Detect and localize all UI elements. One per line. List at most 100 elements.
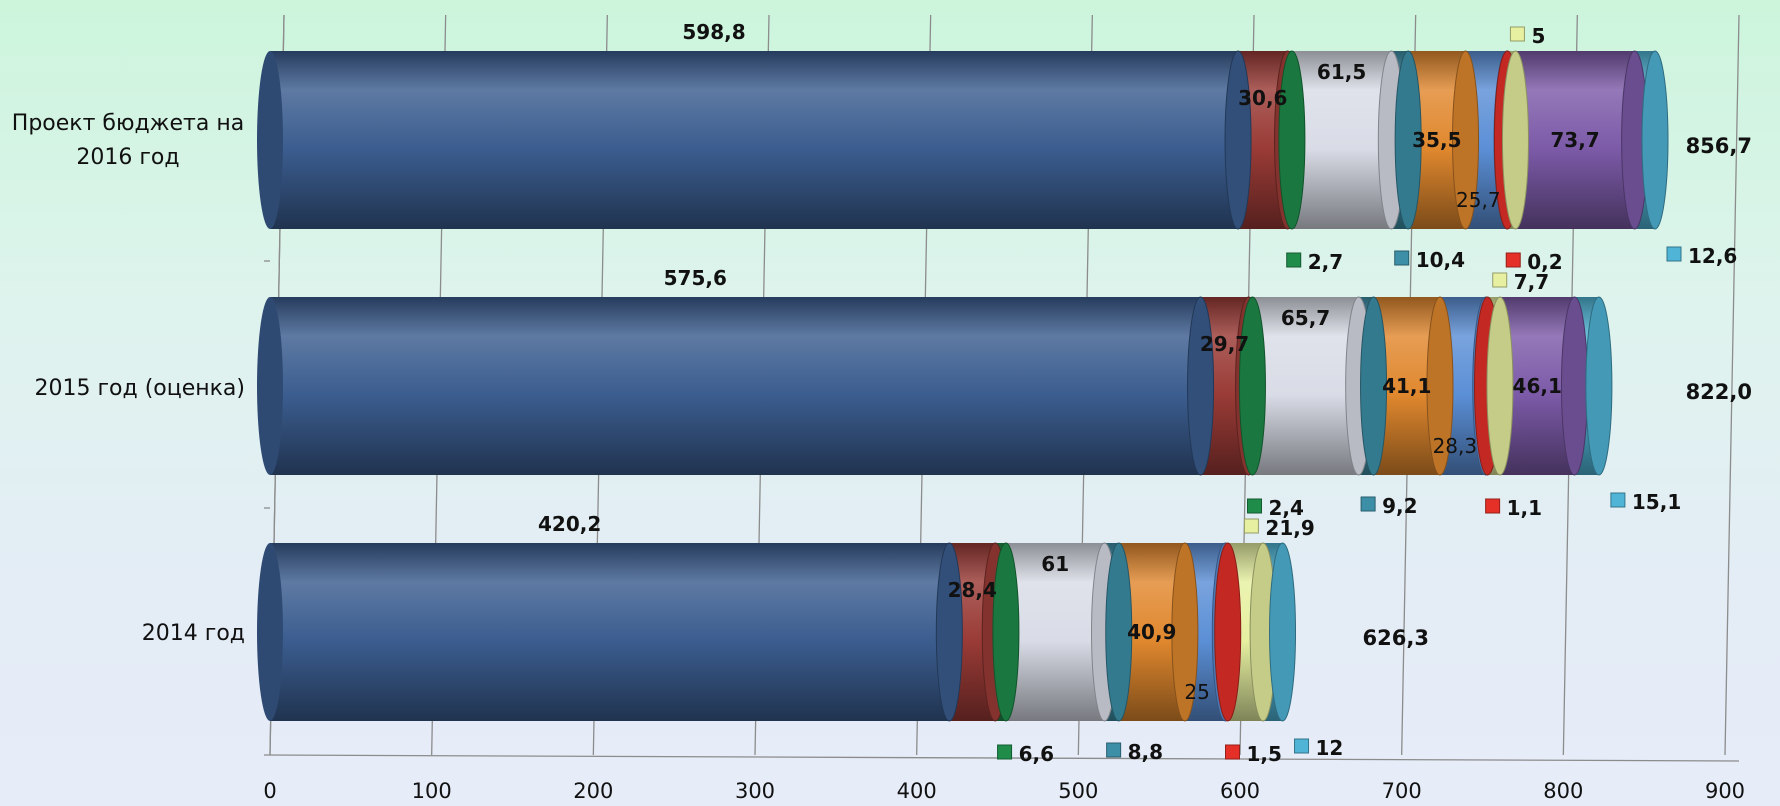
data-label: 9,2 — [1382, 494, 1417, 518]
data-label: 10,4 — [1416, 248, 1465, 272]
data-label: 12 — [1316, 736, 1344, 760]
legend-key — [1492, 272, 1508, 288]
legend-key — [1610, 492, 1626, 508]
category-labels: Проект бюджета на 2016 год 2015 год (оценк… — [12, 111, 245, 646]
data-label: 30,6 — [1238, 86, 1287, 110]
bar-row — [257, 50, 1669, 230]
data-label: 2,7 — [1308, 250, 1343, 274]
bar-segment — [270, 543, 950, 721]
data-label: 12,6 — [1688, 244, 1737, 268]
gridline — [1724, 14, 1740, 756]
legend-key — [1505, 252, 1521, 268]
data-label: 46,1 — [1513, 374, 1562, 398]
bar-cap — [1394, 50, 1422, 230]
category-label: Проект бюджета на — [12, 111, 244, 136]
legend-key — [1394, 250, 1410, 266]
legend-key — [1294, 738, 1310, 754]
legend-key — [1286, 252, 1302, 268]
bar-cap — [1641, 50, 1669, 230]
bar-cap — [992, 542, 1020, 722]
data-label: 420,2 — [538, 512, 601, 536]
total-label: 856,7 — [1686, 134, 1752, 158]
data-label: 1,1 — [1507, 496, 1542, 520]
data-label: 0,2 — [1527, 250, 1562, 274]
bar-cap — [1452, 50, 1480, 230]
data-label: 29,7 — [1200, 332, 1249, 356]
bar-cap — [935, 542, 963, 722]
data-label: 73,7 — [1550, 128, 1599, 152]
data-label: 7,7 — [1514, 270, 1549, 294]
bar-cap — [1224, 50, 1252, 230]
data-label: 28,4 — [948, 578, 997, 602]
data-label: 35,5 — [1412, 128, 1461, 152]
bar-segment — [270, 51, 1239, 229]
bar-segment — [1291, 51, 1392, 229]
legend-key — [1225, 744, 1241, 760]
legend-key — [1247, 498, 1263, 514]
data-label: 25 — [1184, 680, 1209, 704]
bar-cap — [1269, 542, 1297, 722]
data-label: 15,1 — [1632, 490, 1681, 514]
tick-label: 500 — [1058, 779, 1098, 803]
total-label: 626,3 — [1363, 626, 1429, 650]
bar-row — [257, 296, 1613, 476]
bar-cap — [1105, 542, 1133, 722]
bar-cap — [1560, 296, 1588, 476]
bar-cap — [1214, 542, 1242, 722]
data-label: 61,5 — [1317, 60, 1366, 84]
data-label: 575,6 — [664, 266, 727, 290]
data-label: 65,7 — [1281, 306, 1330, 330]
bar-cap — [1238, 296, 1266, 476]
data-label: 21,9 — [1265, 516, 1314, 540]
legend-key — [997, 744, 1013, 760]
tick-label: 300 — [735, 779, 775, 803]
data-label: 1,5 — [1247, 742, 1282, 766]
bar-cap — [1585, 296, 1613, 476]
legend-key — [1666, 246, 1682, 262]
category-label: 2014 год — [142, 621, 245, 646]
tick-label: 600 — [1220, 779, 1260, 803]
bar-cap — [1486, 296, 1514, 476]
legend-key — [1360, 496, 1376, 512]
bar-segment — [1515, 51, 1635, 229]
bar-left-cap — [257, 543, 283, 721]
tick-label: 0 — [263, 779, 276, 803]
bar-cap — [1187, 296, 1215, 476]
tick-label: 800 — [1543, 779, 1583, 803]
data-label: 8,8 — [1128, 740, 1163, 764]
x-axis-ticks: 0 100 200 300 400 500 600 700 800 900 — [263, 779, 1745, 803]
bar-row — [257, 542, 1297, 722]
data-labels: 598,8 30,6 2,7 61,5 10,4 35,5 25,7 0,2 5 73,7 12,6… — [538, 20, 1752, 766]
legend-key — [1106, 742, 1122, 758]
data-label: 28,3 — [1433, 434, 1478, 458]
bar-segment — [270, 297, 1201, 475]
bar-segment — [1252, 297, 1359, 475]
bars — [257, 50, 1669, 722]
bar-cap — [1278, 50, 1306, 230]
data-label: 598,8 — [682, 20, 745, 44]
legend-key — [1485, 498, 1501, 514]
data-label: 6,6 — [1019, 742, 1054, 766]
bar-cap — [1360, 296, 1388, 476]
tick-label: 900 — [1705, 779, 1745, 803]
data-label: 2,4 — [1269, 496, 1304, 520]
legend-key — [1243, 518, 1259, 534]
category-label: 2015 год (оценка) — [35, 376, 246, 401]
data-label: 41,1 — [1382, 374, 1431, 398]
legend-key — [1509, 26, 1525, 42]
tick-label: 200 — [573, 779, 613, 803]
data-label: 25,7 — [1456, 188, 1501, 212]
data-label: 61 — [1041, 552, 1069, 576]
bar-cap — [1171, 542, 1199, 722]
bar-cap — [1426, 296, 1454, 476]
data-label: 40,9 — [1127, 620, 1176, 644]
bar-cap — [1501, 50, 1529, 230]
category-label: 2016 год — [76, 145, 179, 170]
tick-label: 700 — [1382, 779, 1422, 803]
tick-label: 100 — [412, 779, 452, 803]
bar-left-cap — [257, 51, 283, 229]
tick-label: 400 — [897, 779, 937, 803]
total-label: 822,0 — [1686, 380, 1752, 404]
bar-left-cap — [257, 297, 283, 475]
